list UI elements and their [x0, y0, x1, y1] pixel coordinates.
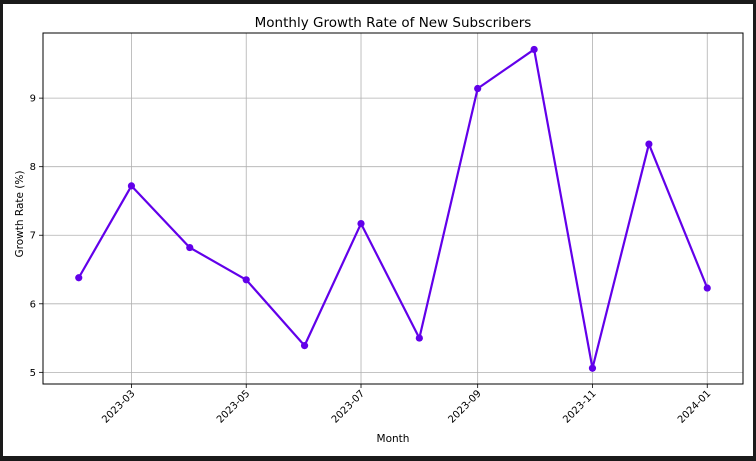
- data-point: [243, 276, 250, 283]
- data-point: [301, 342, 308, 349]
- data-point: [128, 182, 135, 189]
- x-tick-label: 2023-03: [100, 388, 137, 425]
- x-axis-label: Month: [377, 433, 410, 445]
- y-tick-label: 7: [30, 231, 36, 242]
- y-tick-label: 5: [30, 368, 36, 379]
- x-tick-label: 2023-11: [561, 388, 598, 425]
- y-tick-label: 8: [30, 162, 36, 173]
- data-point: [75, 274, 82, 281]
- series: [75, 46, 711, 372]
- data-point: [704, 284, 711, 291]
- line-chart: Monthly Growth Rate of New Subscribers 5…: [3, 4, 753, 456]
- data-point: [589, 365, 596, 372]
- data-point: [474, 85, 481, 92]
- x-tick-label: 2023-09: [446, 388, 483, 425]
- data-point: [531, 46, 538, 53]
- data-point: [186, 244, 193, 251]
- x-tick-label: 2023-05: [215, 388, 252, 425]
- y-axis-label: Growth Rate (%): [14, 171, 26, 258]
- plot-area: [43, 33, 743, 384]
- x-tick-label: 2023-07: [330, 388, 367, 425]
- x-tick-label: 2024-01: [676, 388, 713, 425]
- grid: [43, 33, 743, 384]
- figure-canvas: Monthly Growth Rate of New Subscribers 5…: [3, 4, 753, 456]
- y-tick-label: 6: [30, 299, 36, 310]
- chart-title: Monthly Growth Rate of New Subscribers: [255, 15, 532, 31]
- y-tick-label: 9: [30, 94, 36, 105]
- data-point: [645, 140, 652, 147]
- data-point: [357, 220, 364, 227]
- data-point: [416, 334, 423, 341]
- series-line: [79, 49, 707, 368]
- axis-ticks: 5 6 7 8 9 2023-03 2023-05 2023-07 2023-09 2023-11…: [30, 94, 714, 426]
